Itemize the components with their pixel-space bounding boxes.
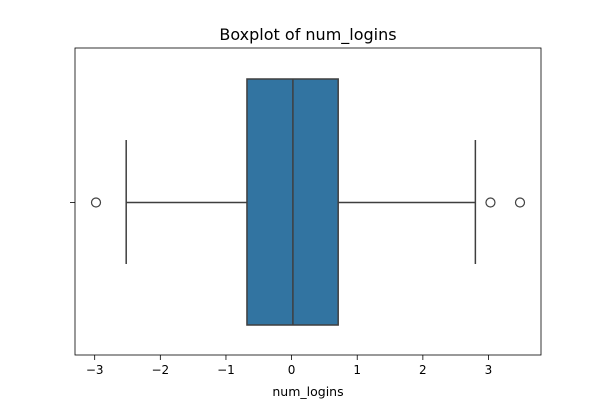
x-tick-label: 3: [485, 363, 493, 377]
x-axis-label: num_logins: [272, 384, 343, 399]
plot-marks: [90, 78, 526, 326]
x-tick-label: 1: [353, 363, 361, 377]
chart-title: Boxplot of num_logins: [219, 25, 396, 45]
x-tick-label: −1: [217, 363, 235, 377]
outlier-point: [90, 197, 102, 208]
x-tick-label: 0: [288, 363, 296, 377]
x-axis-ticks: −3 −2 −1 0 1 2 3: [86, 355, 492, 377]
x-tick-label: −2: [151, 363, 169, 377]
x-tick-label: 2: [419, 363, 427, 377]
outlier-point: [514, 197, 526, 208]
x-tick-label: −3: [86, 363, 104, 377]
axes-frame: [74, 47, 542, 356]
outlier-point: [485, 197, 496, 208]
